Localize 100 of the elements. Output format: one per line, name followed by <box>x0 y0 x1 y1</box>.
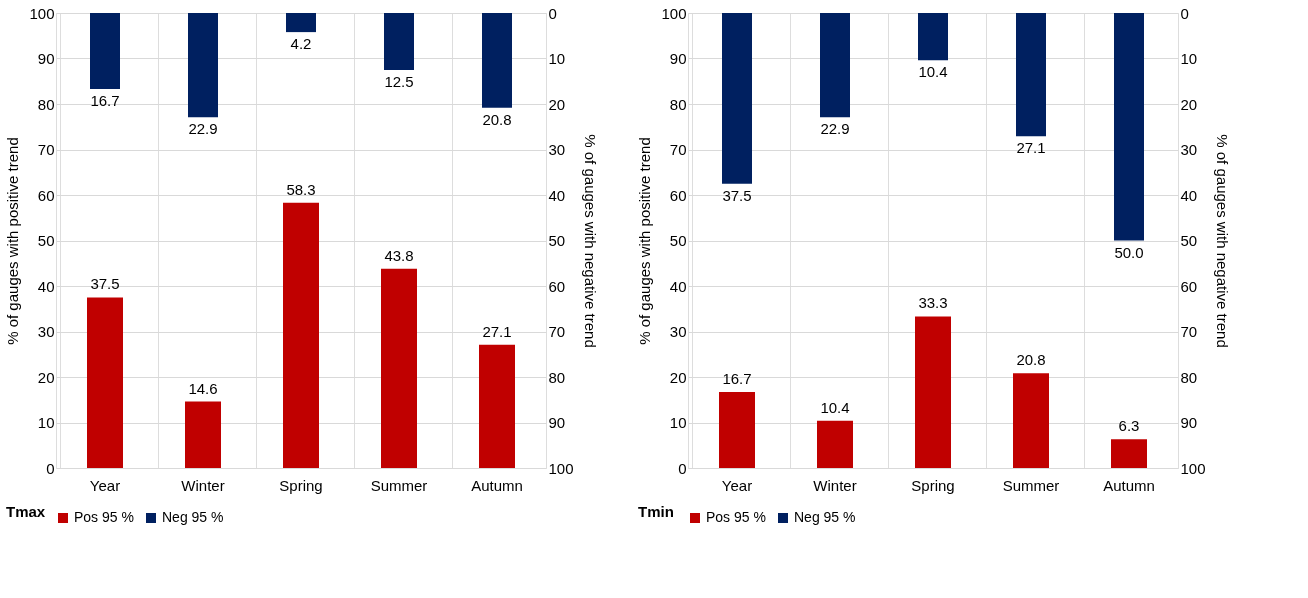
y2-tick-label: 20 <box>548 95 566 113</box>
y-tick-label: 60 <box>37 186 55 204</box>
y-tick-label: 100 <box>29 4 55 22</box>
data-label: 37.5 <box>722 186 752 204</box>
y-tick-label: 0 <box>46 459 55 477</box>
data-label: 37.5 <box>90 275 120 293</box>
data-label: 33.3 <box>918 294 948 312</box>
y-tick-label: 90 <box>669 50 687 67</box>
y-tick-label: 40 <box>669 277 687 295</box>
data-label: 50.0 <box>1114 243 1144 261</box>
legend-label: Pos 95 % <box>706 509 766 525</box>
x-tick-label: Autumn <box>471 476 523 494</box>
bar <box>915 316 951 468</box>
y2-tick-label: 10 <box>1180 50 1198 67</box>
y-axis-title: % of gauges with positive trend <box>636 137 654 345</box>
y-tick-label: 30 <box>669 323 687 340</box>
y-tick-label: 30 <box>37 323 55 340</box>
y-tick-label: 50 <box>37 232 55 249</box>
y-tick-label: 90 <box>37 50 55 67</box>
y2-tick-label: 100 <box>548 459 574 477</box>
y-tick-label: 40 <box>37 277 55 295</box>
y2-tick-label: 80 <box>1180 368 1198 386</box>
data-label: 58.3 <box>286 180 316 198</box>
bar <box>722 13 752 184</box>
x-tick-label: Winter <box>181 476 225 494</box>
bar <box>1114 13 1144 241</box>
y2-tick-label: 0 <box>548 4 557 22</box>
data-label: 14.6 <box>188 379 218 397</box>
x-tick-label: Summer <box>1002 476 1060 494</box>
y-tick-label: 70 <box>37 141 55 158</box>
bar <box>384 13 414 70</box>
bar <box>482 13 512 108</box>
data-label: 6.3 <box>1118 417 1140 435</box>
y-tick-label: 60 <box>669 186 687 204</box>
y-tick-label: 80 <box>37 95 55 113</box>
y2-tick-label: 30 <box>1180 141 1198 158</box>
y-axis-title: % of gauges with positive trend <box>4 137 22 345</box>
y-tick-label: 0 <box>678 459 687 477</box>
y-tick-label: 10 <box>37 414 55 431</box>
data-label: 20.8 <box>1016 351 1046 369</box>
y2-tick-label: 60 <box>548 277 566 295</box>
legend-label: Neg 95 % <box>794 509 856 525</box>
x-tick-label: Winter <box>813 476 857 494</box>
data-label: 43.8 <box>384 246 414 264</box>
y2-tick-label: 40 <box>548 186 566 204</box>
y-tick-label: 20 <box>669 368 687 386</box>
y2-tick-label: 80 <box>548 368 566 386</box>
x-tick-label: Spring <box>279 476 323 494</box>
data-label: 12.5 <box>384 72 414 90</box>
text: Tmin <box>637 503 674 520</box>
y-tick-label: 20 <box>37 368 55 386</box>
y2-tick-label: 10 <box>548 50 566 67</box>
data-label: 22.9 <box>820 120 850 138</box>
data-label: 10.4 <box>820 398 850 416</box>
bar <box>479 344 515 468</box>
data-label: 22.9 <box>188 120 218 138</box>
text: Tmax <box>5 503 46 520</box>
bar <box>1111 439 1147 468</box>
data-label: 16.7 <box>722 370 752 388</box>
bar <box>1016 13 1046 137</box>
y-tick-label: 80 <box>669 95 687 113</box>
y2-tick-label: 70 <box>1180 323 1198 340</box>
bar <box>286 13 316 33</box>
y2-tick-label: 90 <box>548 414 566 431</box>
y2-tick-label: 30 <box>548 141 566 158</box>
bar <box>381 268 417 468</box>
bar <box>283 202 319 468</box>
y2-axis-title: % of gauges with negative trend <box>1213 134 1231 348</box>
data-label: 20.8 <box>482 110 512 128</box>
x-tick-label: Summer <box>370 476 428 494</box>
y2-tick-label: 20 <box>1180 95 1198 113</box>
x-tick-label: Year <box>721 476 753 494</box>
y2-tick-label: 70 <box>548 323 566 340</box>
y2-tick-label: 40 <box>1180 186 1198 204</box>
bar <box>820 13 850 118</box>
data-label: 10.4 <box>918 63 948 81</box>
bar <box>87 297 123 468</box>
bar <box>1013 373 1049 468</box>
bar <box>918 13 948 61</box>
y2-axis-title: % of gauges with negative trend <box>581 134 599 348</box>
x-tick-label: Autumn <box>1103 476 1155 494</box>
legend-label: Pos 95 % <box>74 509 134 525</box>
bar <box>185 401 221 468</box>
y2-tick-label: 90 <box>1180 414 1198 431</box>
y2-tick-label: 0 <box>1180 4 1189 22</box>
x-tick-label: Spring <box>911 476 955 494</box>
y2-tick-label: 100 <box>1180 459 1206 477</box>
data-label: 4.2 <box>290 35 312 53</box>
legend-label: Neg 95 % <box>162 509 224 525</box>
x-tick-label: Year <box>89 476 121 494</box>
y-tick-label: 50 <box>669 232 687 249</box>
bar <box>817 420 853 468</box>
data-label: 16.7 <box>90 91 120 109</box>
y2-tick-label: 60 <box>1180 277 1198 295</box>
y-tick-label: 100 <box>661 4 687 22</box>
bar <box>90 13 120 89</box>
y-tick-label: 70 <box>669 141 687 158</box>
bar <box>719 392 755 468</box>
data-label: 27.1 <box>482 322 512 340</box>
y2-tick-label: 50 <box>548 232 566 249</box>
